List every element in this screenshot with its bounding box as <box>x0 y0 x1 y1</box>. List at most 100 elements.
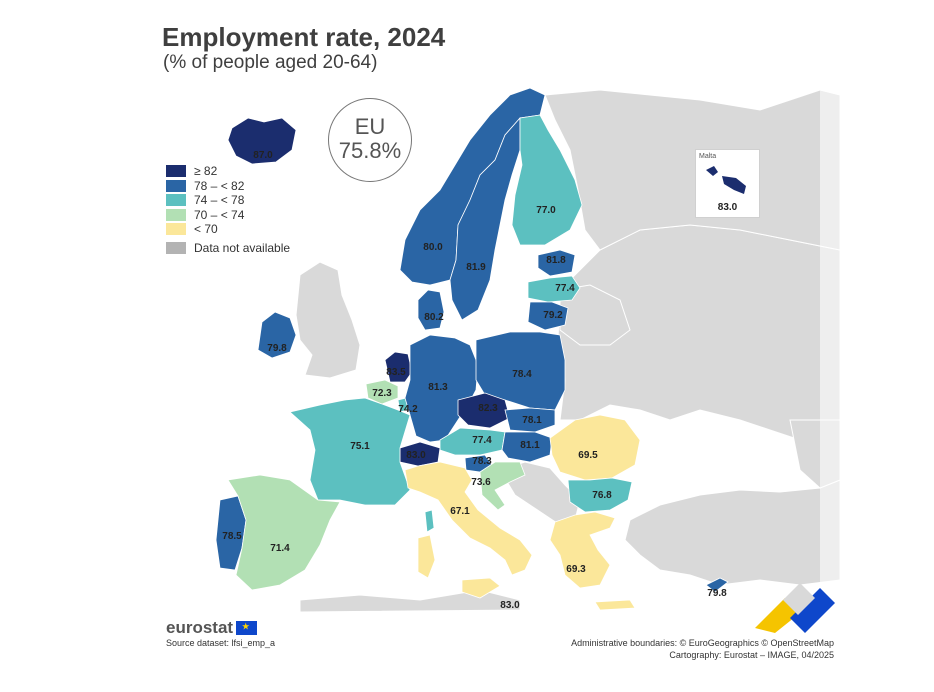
legend-swatch <box>166 223 186 236</box>
value-label-austria: 77.4 <box>472 435 492 446</box>
legend-item: < 70 <box>166 222 290 237</box>
eu-average-badge: EU 75.8% <box>328 98 412 182</box>
malta-inset: Malta 83.0 <box>695 149 760 218</box>
legend-label: < 70 <box>194 222 218 237</box>
country-denmark <box>417 289 445 331</box>
legend-item-not-available: Data not available <box>166 241 290 256</box>
value-label-italy: 67.1 <box>450 506 470 517</box>
legend-item: 70 – < 74 <box>166 208 290 223</box>
value-label-netherlands: 83.5 <box>386 367 406 378</box>
credits-line2: Cartography: Eurostat – IMAGE, 04/2025 <box>669 650 834 660</box>
value-label-switzerland: 83.0 <box>406 450 426 461</box>
value-label-cyprus: 79.8 <box>707 588 727 599</box>
value-label-finland: 77.0 <box>536 205 556 216</box>
value-label-estonia: 81.8 <box>546 255 566 266</box>
value-label-denmark: 80.2 <box>424 312 444 323</box>
country-greece <box>549 511 616 589</box>
legend-label: 70 – < 74 <box>194 207 245 222</box>
country-slovakia <box>504 407 556 433</box>
legend-swatch <box>166 194 186 207</box>
value-label-germany: 81.3 <box>428 382 448 393</box>
map-legend: ≥ 82 78 – < 82 74 – < 78 70 – < 74 < 70 … <box>166 164 290 255</box>
value-label-sweden: 81.9 <box>466 262 486 273</box>
value-label-hungary: 81.1 <box>520 440 540 451</box>
country-croatia <box>479 461 526 511</box>
value-label-belgium: 72.3 <box>372 388 392 399</box>
value-label-luxembourg: 74.2 <box>398 404 418 415</box>
legend-item: 78 – < 82 <box>166 179 290 194</box>
non-eu-russia-north-land <box>544 89 841 251</box>
country-hungary <box>501 431 553 463</box>
value-label-croatia: 73.6 <box>471 477 491 488</box>
country-estonia <box>537 249 576 277</box>
legend-swatch <box>166 179 186 192</box>
legend-swatch <box>166 208 186 221</box>
eurostat-brand: eurostat <box>166 618 258 638</box>
non-eu-belarus-land <box>559 284 631 346</box>
country-lithuania <box>527 301 569 331</box>
country-belgium <box>365 379 399 405</box>
eu-badge-label: EU <box>354 114 386 139</box>
country-malta <box>706 166 718 176</box>
value-label-bulgaria: 76.8 <box>592 490 612 501</box>
value-label-spain: 71.4 <box>270 543 290 554</box>
eu-badge-value: 75.8% <box>338 138 402 163</box>
legend-label: 74 – < 78 <box>194 193 245 208</box>
country-bulgaria <box>567 477 633 513</box>
country-sardinia <box>417 534 436 579</box>
malta-inset-title: Malta <box>699 153 717 160</box>
country-cyprus <box>705 577 729 593</box>
value-label-lithuania: 79.2 <box>543 310 563 321</box>
eu-flag-icon <box>236 621 258 635</box>
country-iceland <box>227 117 297 165</box>
image-logo-icon <box>755 583 835 633</box>
country-poland <box>475 331 566 411</box>
value-label-poland: 78.4 <box>512 369 532 380</box>
brand-text: eurostat <box>166 618 234 637</box>
country-spain <box>227 474 341 591</box>
value-label-iceland: 87.0 <box>253 150 273 161</box>
country-luxembourg <box>397 397 409 413</box>
value-label-romania: 69.5 <box>578 450 598 461</box>
north-africa-land <box>299 589 521 613</box>
country-malta-main <box>722 176 746 194</box>
non-eu-uk-land <box>295 261 361 379</box>
country-italy <box>404 461 533 576</box>
country-sweden <box>449 116 521 321</box>
non-eu-turkey-land <box>624 479 841 586</box>
map-title: Employment rate, 2024 <box>162 22 446 52</box>
source-text: Source dataset: lfsi_emp_a <box>166 638 276 648</box>
value-label-greece: 69.3 <box>566 564 586 575</box>
credits-line1: Administrative boundaries: © EuroGeograp… <box>571 638 834 648</box>
credits: Administrative boundaries: © EuroGeograp… <box>571 637 834 661</box>
legend-label: ≥ 82 <box>194 164 218 179</box>
country-crete <box>594 599 636 611</box>
value-label-france: 75.1 <box>350 441 370 452</box>
legend-label: 78 – < 82 <box>194 178 245 193</box>
legend-item: ≥ 82 <box>166 164 290 179</box>
country-finland <box>511 114 583 246</box>
country-czechia <box>457 392 511 429</box>
value-label-latvia: 77.4 <box>555 283 575 294</box>
value-label-slovakia: 78.1 <box>522 415 542 426</box>
country-sicily <box>461 577 501 599</box>
legend-item: 74 – < 78 <box>166 193 290 208</box>
value-label-malta-main: 83.0 <box>500 600 520 611</box>
legend-label: Data not available <box>194 240 291 255</box>
country-latvia <box>527 275 581 303</box>
value-label-slovenia: 78.3 <box>472 456 492 467</box>
legend-swatch <box>166 165 186 178</box>
value-label-ireland: 79.8 <box>267 343 287 354</box>
legend-swatch <box>166 241 186 254</box>
map-subtitle: (% of people aged 20-64) <box>163 52 378 73</box>
country-romania <box>549 414 641 481</box>
country-ireland <box>257 311 297 359</box>
malta-shape <box>706 166 746 194</box>
malta-inset-value: 83.0 <box>717 202 738 213</box>
value-label-portugal: 78.5 <box>222 531 242 542</box>
country-france <box>289 397 411 506</box>
value-label-czechia: 82.3 <box>478 403 498 414</box>
country-corsica <box>424 509 435 533</box>
value-label-norway: 80.0 <box>423 242 443 253</box>
